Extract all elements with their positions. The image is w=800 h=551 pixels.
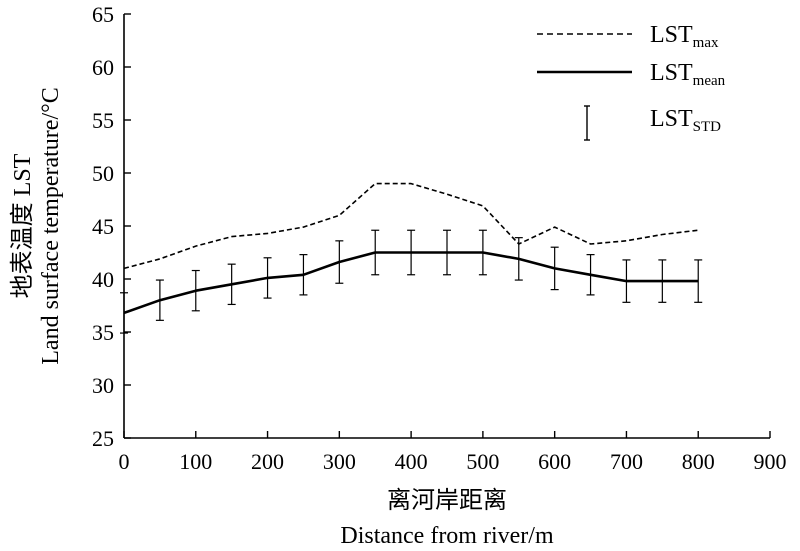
legend-mean-sub: mean xyxy=(693,73,726,89)
x-tick-label: 900 xyxy=(754,449,787,474)
y-tick-label: 35 xyxy=(92,320,114,345)
error-bar xyxy=(227,263,236,306)
error-bar xyxy=(263,257,272,299)
error-bar xyxy=(550,246,559,291)
legend-max-sub: max xyxy=(693,35,719,51)
y-tick-label: 65 xyxy=(92,2,114,27)
x-tick-label: 300 xyxy=(323,449,356,474)
x-tick-label: 600 xyxy=(538,449,571,474)
error-bar xyxy=(443,229,451,276)
error-bar xyxy=(299,254,308,296)
error-bar xyxy=(478,229,487,276)
error-bar xyxy=(371,229,380,276)
legend-max-label: LSTmax xyxy=(650,22,719,51)
error-bar xyxy=(622,259,631,303)
legend-std-sub: STD xyxy=(693,119,722,135)
x-tick-label: 200 xyxy=(251,449,284,474)
y-axis-title: Land surface temperature/°C xyxy=(38,87,64,364)
legend-std-symbol xyxy=(584,105,590,141)
x-tick-label: 500 xyxy=(466,449,499,474)
legend-mean-main: LST xyxy=(650,60,693,86)
legend-std-label: LSTSTD xyxy=(650,106,721,135)
error-bar xyxy=(586,254,595,296)
x-tick-label: 800 xyxy=(682,449,715,474)
legend: LSTmax LSTmean LSTSTD xyxy=(537,22,726,141)
x-axis-title-cn: 离河岸距离 xyxy=(387,487,507,514)
error-bar xyxy=(120,292,128,334)
y-tick-label: 55 xyxy=(92,108,114,133)
legend-mean-label: LSTmean xyxy=(650,60,726,89)
x-tick-label: 0 xyxy=(119,449,130,474)
x-tick-label: 400 xyxy=(395,449,428,474)
legend-max-main: LST xyxy=(650,22,693,48)
x-axis-title: Distance from river/m xyxy=(340,523,554,549)
error-bar xyxy=(155,279,164,321)
y-tick-label: 25 xyxy=(92,426,114,451)
y-tick-label: 50 xyxy=(92,161,114,186)
errorbar-layer xyxy=(120,229,703,334)
y-tick-label: 60 xyxy=(92,55,114,80)
error-bar xyxy=(514,237,523,281)
y-tick-label: 45 xyxy=(92,214,114,239)
y-tick-label: 40 xyxy=(92,267,114,292)
error-bar xyxy=(407,229,416,276)
y-ticks: 25 30 35 40 45 50 55 60 65 xyxy=(92,2,131,451)
series-lst-max-line xyxy=(123,182,699,270)
error-bar xyxy=(191,269,200,312)
legend-std-main: LST xyxy=(650,106,693,132)
y-axis-title-cn: 地表温度 LST xyxy=(9,153,36,298)
x-ticks: 0 100 200 300 400 500 600 700 800 900 xyxy=(119,431,787,474)
x-tick-label: 100 xyxy=(179,449,212,474)
y-tick-label: 30 xyxy=(92,373,114,398)
error-bar xyxy=(335,240,344,284)
error-bar xyxy=(658,259,667,303)
x-tick-label: 700 xyxy=(610,449,643,474)
error-bar xyxy=(694,259,703,303)
